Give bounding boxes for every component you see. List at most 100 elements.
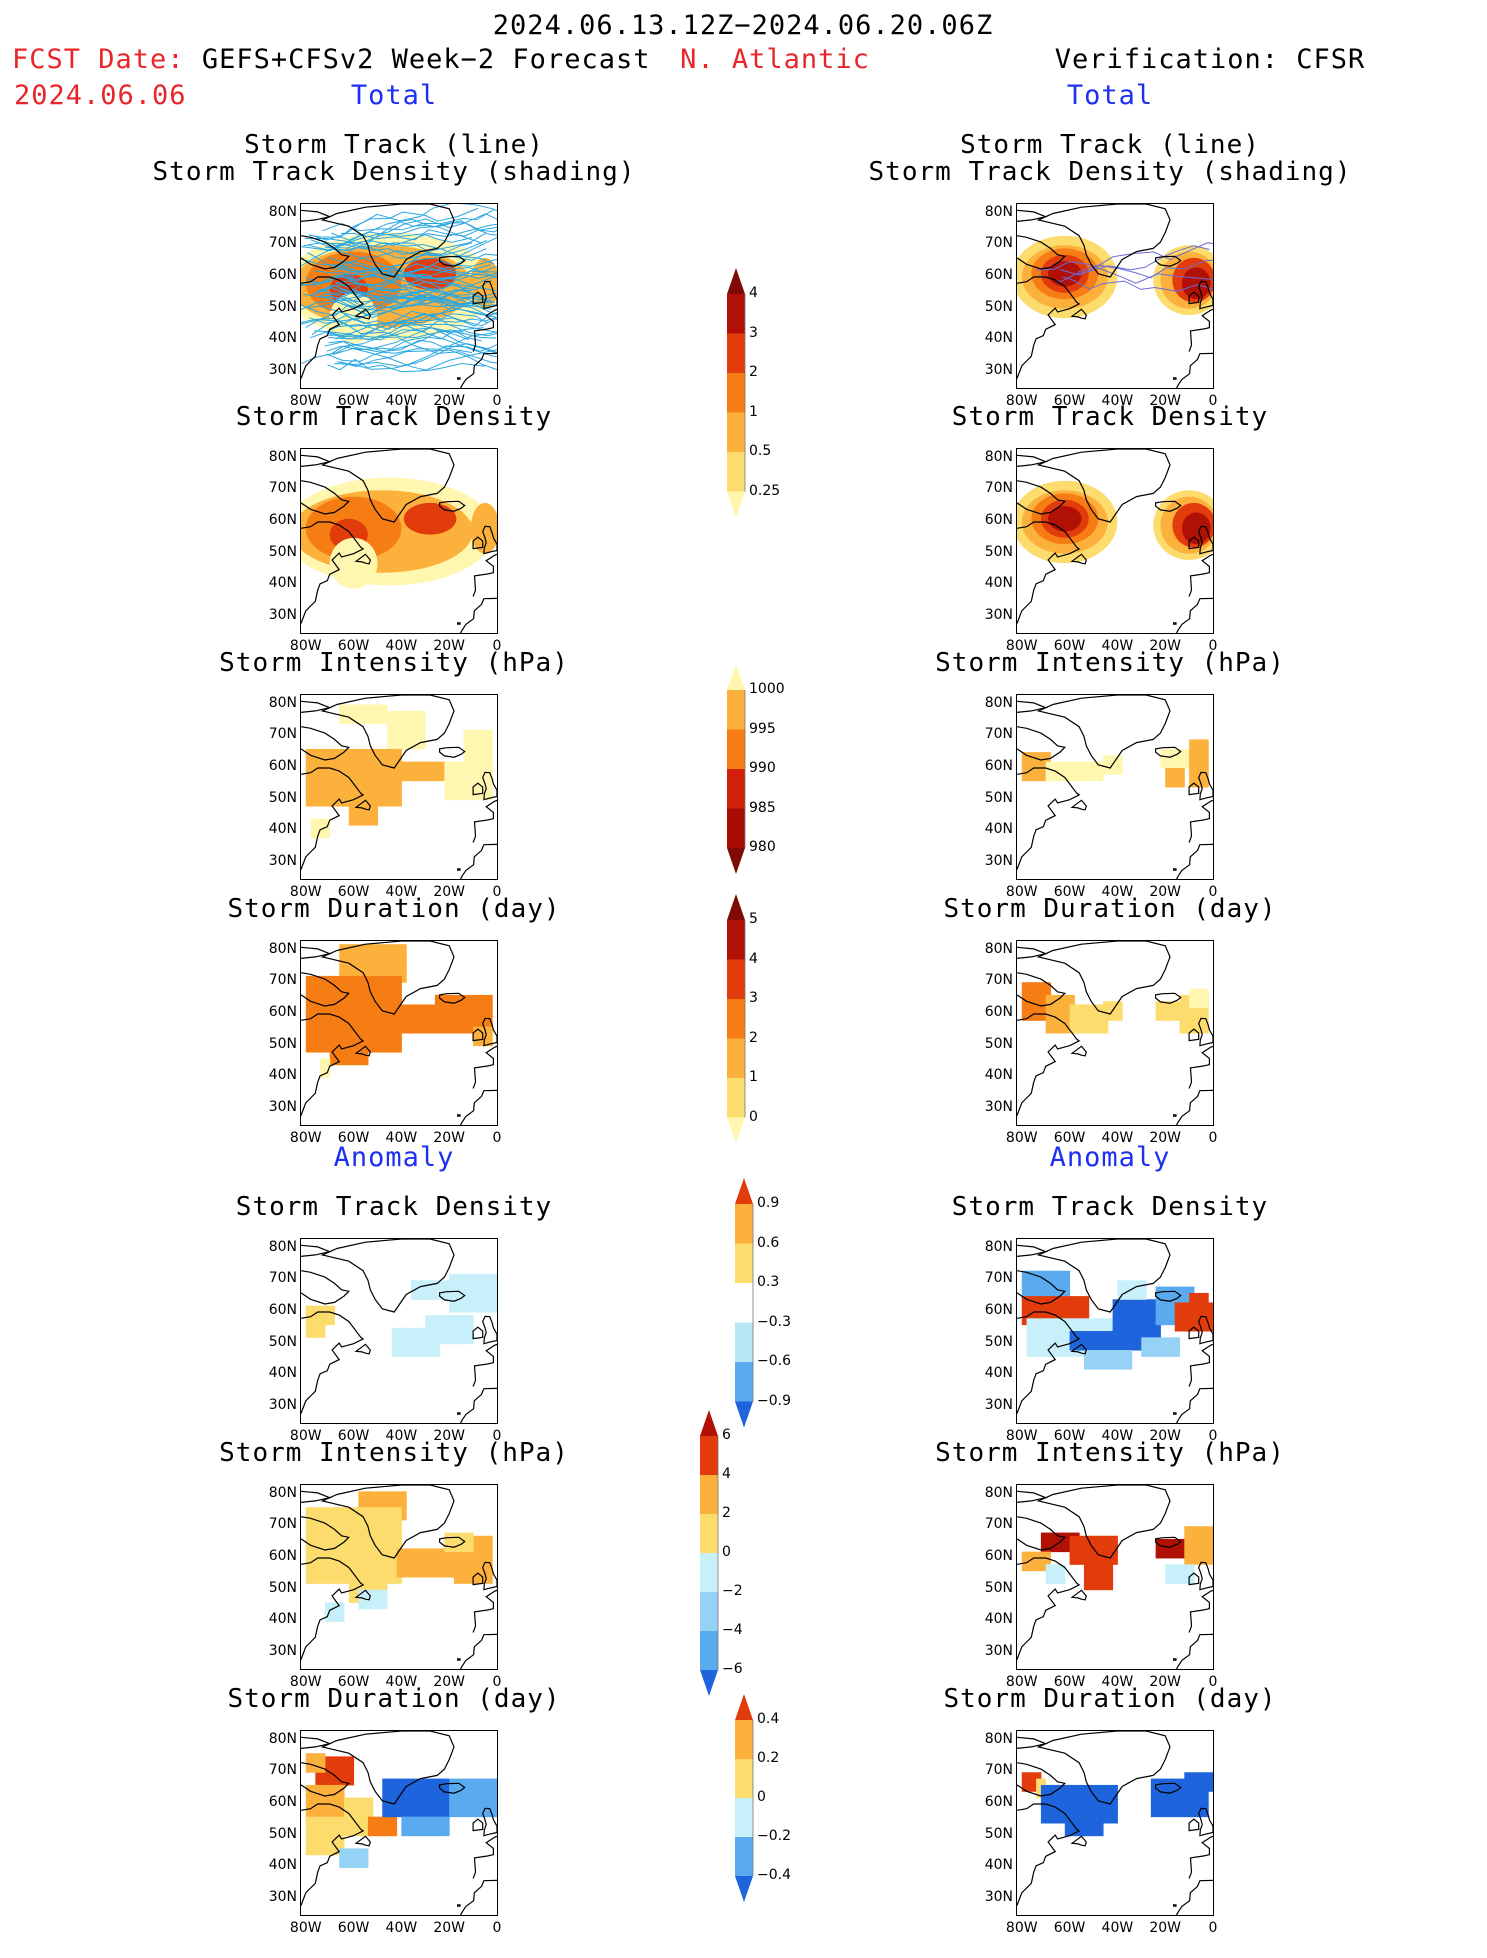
shade-cell [458,1778,469,1789]
shade-cell [1093,1570,1104,1581]
shade-cell [1179,758,1190,769]
lat-tick-label: 30N [984,362,1013,379]
title-track-line-right: Storm Track (line) [960,130,1260,160]
shade-cell [1079,1023,1090,1034]
shade-cell [372,1004,383,1015]
coastline [472,308,497,352]
shade-cell [1122,1299,1133,1310]
shade-cell [382,1004,393,1015]
shade-cell [1141,1327,1152,1338]
lon-tick-label: 20W [433,1674,466,1690]
shade-cell [382,1564,393,1575]
shade-cell [1103,1318,1114,1329]
shade-cell [444,790,455,801]
shade-cell [324,1573,335,1584]
shade-cell [430,1826,441,1837]
shade-cell [363,1535,374,1546]
colorbar-label: 5 [749,911,758,927]
lon-tick-label: 60W [337,1920,370,1936]
shade-cell [473,1013,484,1024]
coastline [1070,553,1087,565]
lat-tick-label: 80N [984,203,1013,220]
shade-cell [334,1526,345,1537]
shade-cell [1198,777,1209,788]
shade-cell [1141,1308,1152,1319]
shade-cell [458,1797,469,1808]
shade-cell [1184,1781,1195,1792]
shade-cell [1031,1551,1042,1562]
colorbar-segment [735,1204,753,1244]
lat-tick-label: 30N [268,362,297,379]
shade-cell [453,1564,465,1575]
coastline [1198,525,1213,555]
shade-cell [348,953,359,964]
shade-cell [358,953,369,964]
shade-cell [353,1554,364,1565]
shade-cell [1069,1784,1080,1795]
colorbar-label: 0.4 [757,1711,780,1727]
shade-cell [1040,752,1051,763]
coastline [439,500,466,512]
coastline [301,1516,351,1551]
shade-cell [1189,1292,1200,1303]
shade-cell [434,771,445,782]
shade-cell [348,1857,359,1868]
title-anom-duration-right: Storm Duration (day) [943,1684,1277,1714]
lat-tick-label: 70N [268,1270,297,1287]
colorbar-label: −4 [722,1622,743,1638]
shade-cell [305,1023,316,1034]
shade-cell [1093,1561,1104,1572]
shade-cell [1036,1778,1047,1789]
colorbar-segment [727,920,745,960]
coastline [472,1818,484,1832]
shade-cell [1088,1004,1099,1015]
shade-cell [1131,1299,1142,1310]
coastline [1173,1904,1177,1907]
shade-cell [401,1327,412,1338]
lat-tick-label: 70N [984,972,1013,989]
shade-cell [324,1775,335,1786]
shade-cell [434,761,445,772]
shade-cell [353,1545,364,1556]
shade-cell [477,1292,488,1303]
shade-cell [315,1803,326,1814]
shade-cell [382,1023,393,1034]
shade-cell [439,1807,450,1818]
storm-track-line [327,294,493,310]
shade-cell [1136,1289,1147,1300]
shade-cell [305,1327,316,1338]
shade-cell [468,1778,479,1789]
shade-cell [1055,1337,1066,1348]
coastline [457,868,461,871]
shade-cell [377,714,388,725]
shade-cell [305,1845,316,1856]
shade-cell [1055,1013,1066,1024]
coastline [1175,1633,1213,1669]
shade-cell [334,1826,345,1837]
shade-cell [487,1778,497,1789]
shade-cell [334,1573,345,1584]
lat-tick-label: 30N [268,607,297,624]
shade-cell [449,1807,460,1818]
lon-tick-label: 20W [1149,1920,1182,1936]
shade-cell [305,1516,316,1527]
colorbar-segment [727,373,745,413]
shade-cell [1179,1013,1190,1024]
shade-cell [315,796,326,807]
coastline [1036,1239,1171,1313]
coastline [439,255,466,267]
coastline [301,1490,332,1503]
shade-cell [305,1816,316,1827]
shade-cell [1098,1794,1109,1805]
shade-cell [1050,1542,1061,1553]
shade-cell [324,1784,335,1795]
lon-tick-label: 80W [289,393,322,409]
shade-cell [444,1548,455,1559]
coastline [1017,1516,1067,1551]
shade-cell [1203,1772,1213,1783]
shade-cell [1117,1340,1128,1351]
shade-cell [1021,1296,1032,1307]
coastline [1017,726,1067,761]
shade-cell [1203,1545,1213,1556]
storm-track-line [313,287,496,303]
